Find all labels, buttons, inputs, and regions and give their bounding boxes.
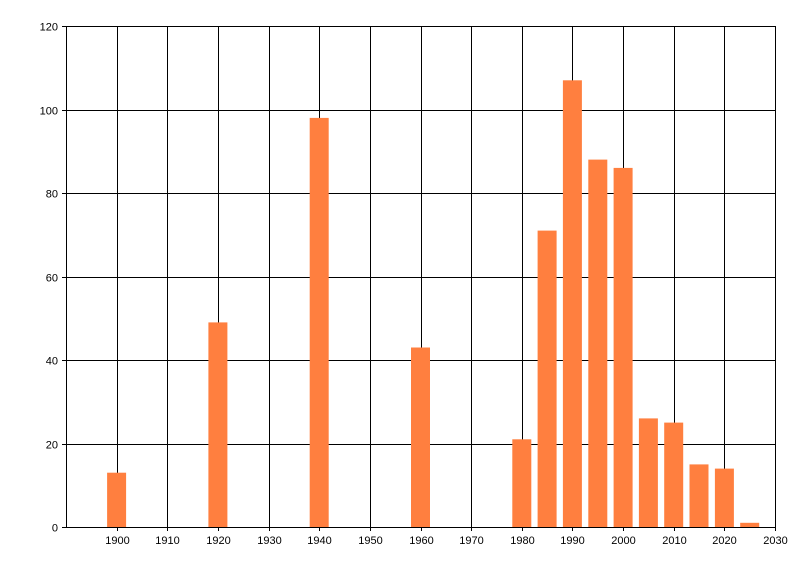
x-tick-label: 1920	[206, 535, 230, 547]
x-tick-label: 1930	[257, 535, 281, 547]
x-tick-label: 1910	[155, 535, 179, 547]
bar-1920	[208, 322, 228, 527]
bar-1985	[537, 230, 557, 527]
bar-1995	[588, 159, 608, 527]
x-tick-label: 1980	[510, 535, 534, 547]
x-tick-label: 1960	[409, 535, 433, 547]
y-tick-label: 60	[46, 273, 58, 285]
bar-2025	[740, 522, 760, 527]
bar-2010	[664, 422, 684, 527]
x-tick-label: 1990	[560, 535, 584, 547]
y-tick-label: 20	[46, 440, 58, 452]
x-tick-label: 2020	[712, 535, 736, 547]
axes	[62, 26, 776, 531]
bars	[107, 80, 760, 528]
bar-2000	[613, 167, 633, 527]
bar-2020	[714, 468, 734, 527]
x-tick-label: 1970	[459, 535, 483, 547]
bar-2015	[689, 464, 709, 527]
bar-1990	[562, 80, 582, 528]
y-tick-label: 40	[46, 356, 58, 368]
bar-1960	[411, 347, 430, 527]
tick-labels: 0 20 40 60 80 100 120 1900 1910 1920 1930 1940 1950 1…	[40, 22, 788, 548]
bar-1940	[309, 117, 329, 528]
bar-1900	[107, 472, 127, 527]
x-tick-label: 2000	[611, 535, 635, 547]
x-tick-label: 2010	[662, 535, 686, 547]
x-tick-label: 2030	[763, 535, 787, 547]
x-tick-label: 1950	[358, 535, 382, 547]
bar-1980	[512, 439, 532, 527]
x-tick-label: 1900	[105, 535, 129, 547]
y-tick-label: 80	[46, 189, 58, 201]
y-tick-label: 120	[40, 22, 58, 34]
bar-2005	[638, 418, 658, 527]
y-tick-label: 0	[52, 523, 58, 535]
y-tick-label: 100	[40, 106, 58, 118]
x-tick-label: 1940	[307, 535, 331, 547]
